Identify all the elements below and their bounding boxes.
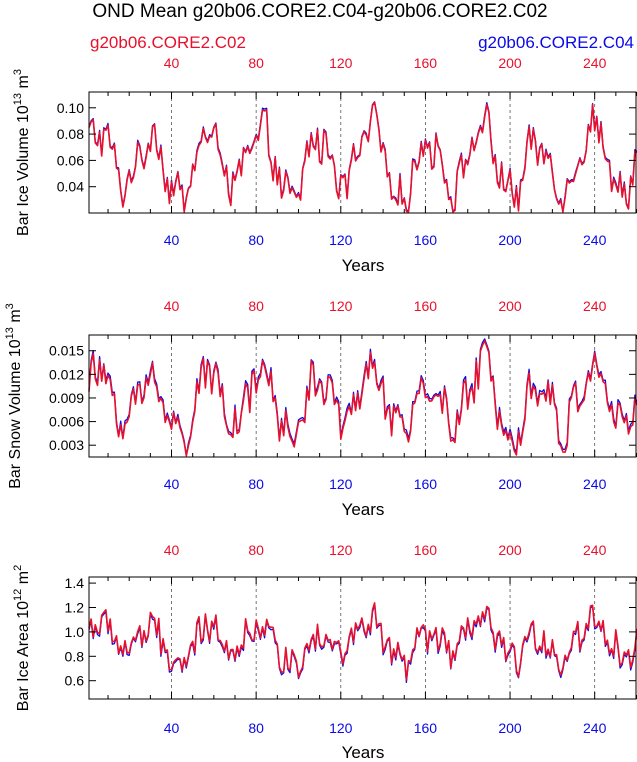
top-tick-label: 80 <box>248 298 264 314</box>
x-tick-label: 120 <box>329 232 353 248</box>
x-tick-label: 240 <box>583 232 607 248</box>
panel-2: 40 80 120 160 200 240 40 80 120 160 200 240 0.003 0.0… <box>4 298 637 519</box>
top-tick-label: 40 <box>164 55 180 71</box>
x-tick-label: 160 <box>414 720 438 736</box>
y-axis-label-exponent: 2 <box>12 565 24 571</box>
top-tick-label: 240 <box>583 542 607 558</box>
x-tick-label: 80 <box>248 232 264 248</box>
top-tick-label: 80 <box>248 55 264 71</box>
top-tick-label: 160 <box>414 542 438 558</box>
series-line-red <box>88 101 637 213</box>
series-line-red <box>88 340 637 457</box>
y-axis-label-text: m <box>15 75 32 93</box>
x-tick-label: 40 <box>164 232 180 248</box>
x-tick-label: 200 <box>498 232 522 248</box>
x-tick-label: 200 <box>498 720 522 736</box>
y-tick-label: 1.2 <box>65 600 85 616</box>
y-tick-label: 0.04 <box>57 179 84 195</box>
y-axis-label-exponent: 13 <box>4 327 16 339</box>
legend-blue-label: g20b06.CORE2.C04 <box>478 33 634 52</box>
y-axis-label-exponent: 3 <box>4 303 16 309</box>
panel-3: 40 80 120 160 200 240 40 80 120 160 200 240 0.6 0.8 1.… <box>12 542 637 762</box>
y-tick-label: 0.015 <box>49 343 84 359</box>
y-tick-label: 0.06 <box>57 152 84 168</box>
top-tick-label: 40 <box>164 542 180 558</box>
top-tick-label: 240 <box>583 55 607 71</box>
y-axis-label-exponent: 13 <box>12 93 24 105</box>
figure-title: OND Mean g20b06.CORE2.C04-g20b06.CORE2.C… <box>92 1 547 22</box>
top-tick-label: 160 <box>414 298 438 314</box>
legend-red-label: g20b06.CORE2.C02 <box>90 33 246 52</box>
x-tick-label: 240 <box>583 720 607 736</box>
top-tick-label: 120 <box>329 298 353 314</box>
panel-1: 40 80 120 160 200 240 40 80 120 160 200 240 0.04 0.06… <box>12 55 637 275</box>
x-tick-label: 40 <box>164 720 180 736</box>
y-axis-label-text: m <box>7 309 24 327</box>
x-tick-label: 120 <box>329 720 353 736</box>
y-axis-label-text: Bar Ice Volume 10 <box>15 105 32 236</box>
top-tick-label: 200 <box>498 542 522 558</box>
y-tick-label: 0.012 <box>49 366 84 382</box>
x-axis-label: Years <box>342 743 385 762</box>
y-tick-label: 0.009 <box>49 390 84 406</box>
x-tick-label: 200 <box>498 476 522 492</box>
y-axis-label: Bar Ice Volume 1013 m3 <box>12 69 32 236</box>
plot-frame <box>88 91 637 214</box>
y-axis-label: Bar Ice Area 1012 m2 <box>12 565 32 711</box>
x-tick-label: 120 <box>329 476 353 492</box>
x-axis-label: Years <box>342 256 385 275</box>
top-tick-label: 80 <box>248 542 264 558</box>
y-tick-label: 0.6 <box>65 673 85 689</box>
x-axis-label: Years <box>342 500 385 519</box>
top-tick-label: 200 <box>498 298 522 314</box>
x-tick-label: 80 <box>248 476 264 492</box>
y-axis-label: Bar Snow Volume 1013 m3 <box>4 303 24 489</box>
top-tick-label: 120 <box>329 542 353 558</box>
top-tick-label: 120 <box>329 55 353 71</box>
x-tick-label: 240 <box>583 476 607 492</box>
y-axis-label-text: Bar Snow Volume 10 <box>7 339 24 489</box>
y-axis-label-exponent: 3 <box>12 69 24 75</box>
plot-frame <box>88 334 637 458</box>
y-axis-label-text: m <box>15 571 32 589</box>
y-axis-label-exponent: 12 <box>12 589 24 601</box>
y-axis-label-text: Bar Ice Area 10 <box>15 601 32 711</box>
x-tick-label: 160 <box>414 232 438 248</box>
top-tick-label: 160 <box>414 55 438 71</box>
y-tick-label: 0.006 <box>49 414 84 430</box>
x-tick-label: 160 <box>414 476 438 492</box>
top-tick-label: 240 <box>583 298 607 314</box>
x-tick-label: 40 <box>164 476 180 492</box>
y-tick-label: 1.4 <box>65 575 85 591</box>
plot-frame <box>88 576 637 700</box>
top-tick-label: 200 <box>498 55 522 71</box>
y-tick-label: 0.8 <box>65 648 85 664</box>
y-tick-label: 0.10 <box>57 100 84 116</box>
y-tick-label: 0.08 <box>57 126 84 142</box>
y-tick-label: 1.0 <box>65 624 85 640</box>
top-tick-label: 40 <box>164 298 180 314</box>
x-tick-label: 80 <box>248 720 264 736</box>
y-tick-label: 0.003 <box>49 437 84 453</box>
series-line-red <box>88 602 637 681</box>
